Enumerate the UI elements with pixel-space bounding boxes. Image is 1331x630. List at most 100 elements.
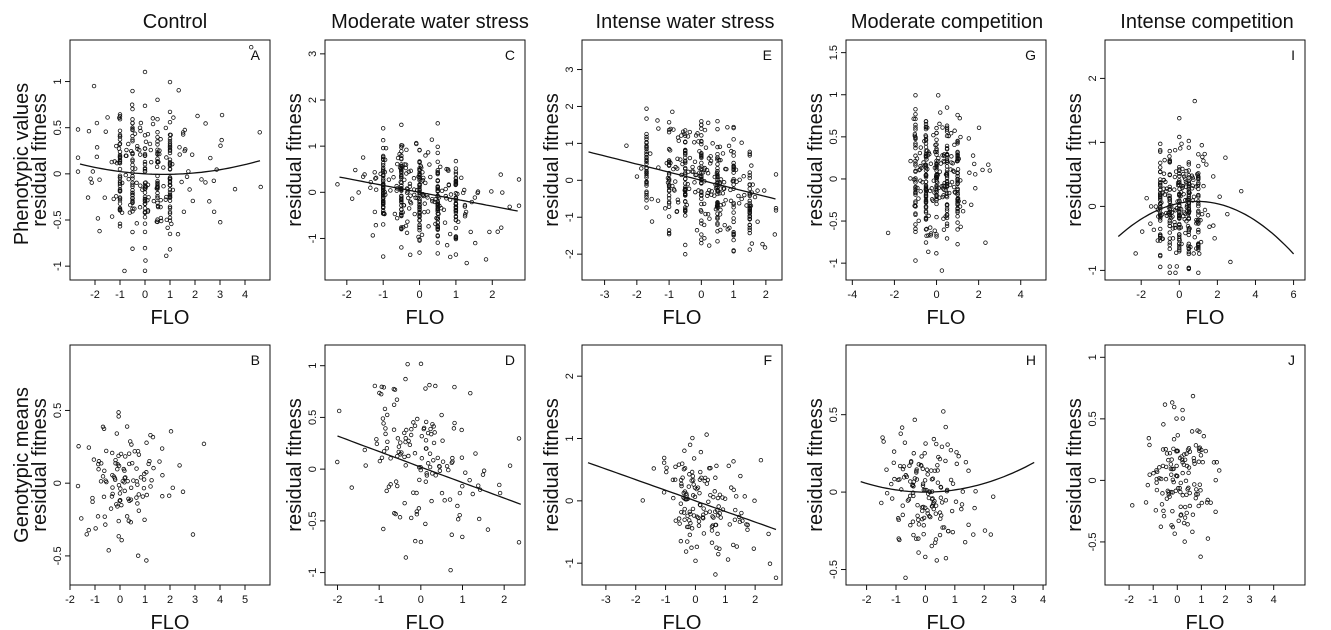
data-point xyxy=(141,477,147,482)
data-point xyxy=(122,488,127,494)
data-point xyxy=(453,198,459,203)
data-point xyxy=(931,178,936,183)
data-point xyxy=(704,167,710,173)
data-point xyxy=(380,156,386,161)
data-point xyxy=(1196,210,1201,215)
data-point xyxy=(464,260,469,266)
data-point xyxy=(180,130,186,135)
y-tick-label: 0.5 xyxy=(52,403,64,418)
data-point xyxy=(402,454,407,460)
data-point xyxy=(75,169,81,174)
column-title-moderate-competition: Moderate competition xyxy=(851,11,1043,33)
data-point xyxy=(644,145,649,150)
data-point xyxy=(1177,247,1182,253)
data-point xyxy=(453,252,459,257)
data-point xyxy=(425,195,430,200)
data-point xyxy=(731,232,736,237)
x-tick-label: 1 xyxy=(1198,594,1204,606)
data-point xyxy=(439,490,445,496)
data-point xyxy=(717,492,723,498)
data-point xyxy=(408,168,414,174)
data-point xyxy=(417,178,422,183)
data-point xyxy=(109,214,115,219)
data-point xyxy=(1171,404,1177,410)
data-point xyxy=(158,137,163,142)
data-point xyxy=(934,232,939,237)
data-point xyxy=(380,184,386,189)
data-point xyxy=(737,519,743,525)
data-point xyxy=(155,152,160,157)
data-point xyxy=(140,187,145,192)
data-point xyxy=(392,387,398,392)
data-point xyxy=(948,131,954,136)
data-point xyxy=(144,558,149,563)
data-point xyxy=(901,464,907,469)
data-point xyxy=(165,225,170,230)
data-point xyxy=(911,484,916,489)
data-point xyxy=(701,531,707,536)
x-axis-label: FLO xyxy=(151,307,190,329)
data-point xyxy=(167,142,173,148)
data-point xyxy=(677,521,682,526)
data-point xyxy=(428,426,433,432)
data-point xyxy=(689,526,695,531)
data-point xyxy=(372,209,378,215)
data-point xyxy=(116,534,121,539)
x-tick-label: 4 xyxy=(1040,594,1046,606)
data-point xyxy=(720,495,725,500)
data-point xyxy=(396,444,402,449)
data-point xyxy=(335,182,340,187)
data-point xyxy=(1164,186,1169,191)
data-point xyxy=(1169,523,1174,528)
data-point xyxy=(1178,225,1184,230)
x-tick-label: -3 xyxy=(600,289,610,301)
data-point xyxy=(399,195,404,201)
data-point xyxy=(1167,242,1172,248)
data-point xyxy=(257,130,262,135)
data-point xyxy=(973,172,978,177)
data-point xyxy=(1181,520,1187,526)
data-point xyxy=(117,134,123,139)
data-point xyxy=(731,230,736,235)
data-point xyxy=(1179,241,1184,247)
data-point xyxy=(699,141,704,147)
data-point xyxy=(671,495,676,501)
data-point xyxy=(1158,216,1163,221)
data-point xyxy=(923,165,929,170)
data-point xyxy=(725,125,730,130)
data-point xyxy=(1189,429,1195,434)
data-point xyxy=(913,93,918,98)
data-point xyxy=(187,187,192,192)
data-point xyxy=(1192,461,1197,466)
data-point xyxy=(76,444,81,449)
data-point xyxy=(912,417,917,423)
data-point xyxy=(1171,437,1177,442)
data-point xyxy=(380,145,386,151)
data-point xyxy=(900,512,905,518)
data-point xyxy=(219,112,225,118)
data-point xyxy=(913,122,918,128)
data-point xyxy=(155,217,160,222)
data-point xyxy=(688,511,693,517)
data-point xyxy=(146,195,151,200)
data-point xyxy=(925,508,930,513)
data-point xyxy=(706,188,712,193)
data-point xyxy=(734,179,739,184)
panel-letter: E xyxy=(763,47,772,63)
data-point xyxy=(932,228,937,233)
data-point xyxy=(664,465,669,470)
data-point xyxy=(675,135,681,140)
data-point xyxy=(1178,504,1183,510)
data-point xyxy=(897,463,903,469)
data-point xyxy=(644,198,649,203)
data-point xyxy=(1180,416,1185,421)
data-point xyxy=(142,162,148,167)
data-point xyxy=(374,437,379,442)
data-point xyxy=(384,446,390,451)
data-point xyxy=(941,227,947,232)
data-point xyxy=(167,162,173,167)
data-point xyxy=(1199,143,1205,148)
data-point xyxy=(114,431,120,436)
y-tick-label: 2 xyxy=(564,373,576,379)
data-point xyxy=(678,501,684,506)
